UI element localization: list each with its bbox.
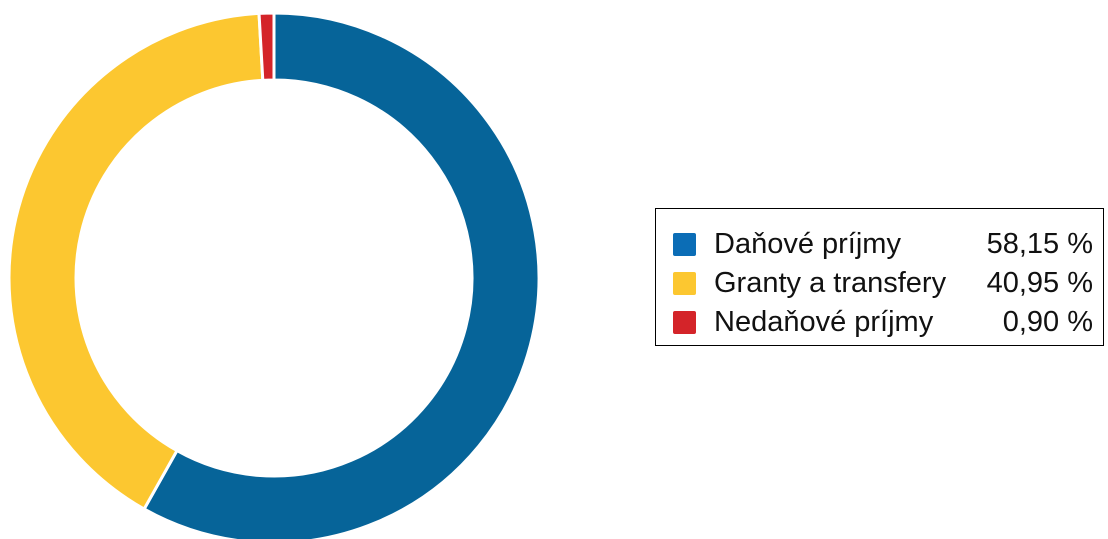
chart-legend: Daňové príjmy 58,15 % Granty a transfery… (655, 208, 1104, 346)
donut-slice-danove-prijmy (142, 11, 541, 539)
legend-value-nedanove-prijmy: 0,90 % (1002, 306, 1093, 338)
legend-value-granty-a-transfery: 40,95 % (986, 267, 1093, 299)
legend-item-danove-prijmy: Daňové príjmy 58,15 % (656, 225, 1103, 261)
donut-chart (7, 11, 541, 539)
donut-slice-granty-a-transfery (7, 11, 265, 512)
donut-slice-nedanove-prijmy (257, 11, 276, 82)
legend-label-nedanove-prijmy: Nedaňové príjmy (714, 306, 934, 338)
legend-swatch-nedanove-prijmy (673, 311, 696, 334)
legend-value-danove-prijmy: 58,15 % (986, 228, 1093, 260)
legend-item-nedanove-prijmy: Nedaňové príjmy 0,90 % (656, 303, 1103, 339)
legend-label-danove-prijmy: Daňové príjmy (714, 228, 901, 260)
legend-swatch-danove-prijmy (673, 233, 696, 256)
legend-item-granty-a-transfery: Granty a transfery 40,95 % (656, 264, 1103, 300)
legend-swatch-granty-a-transfery (673, 272, 696, 295)
legend-label-granty-a-transfery: Granty a transfery (714, 267, 947, 299)
